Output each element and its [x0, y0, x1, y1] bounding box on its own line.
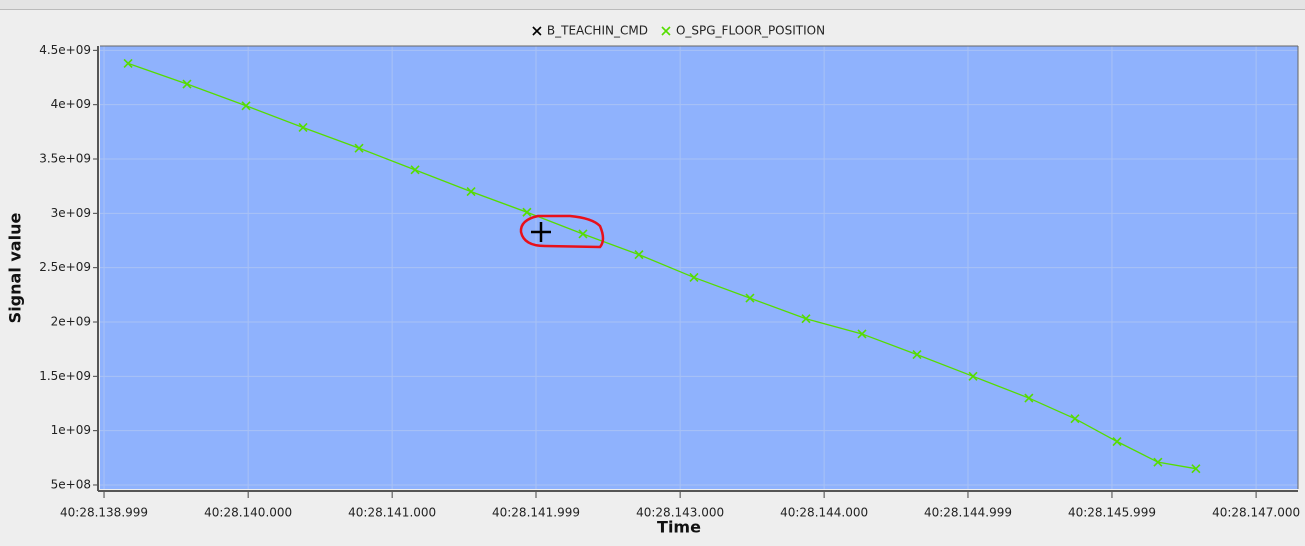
data-point: [182, 79, 192, 89]
data-point: [241, 101, 251, 111]
x-tick-label: 40:28.145.999: [1068, 506, 1156, 520]
y-tick-label: 5e+08: [51, 477, 91, 491]
legend-marker: [661, 26, 671, 36]
y-tick-label: 1.5e+09: [39, 369, 91, 383]
data-point: [410, 165, 420, 175]
data-point: [1070, 414, 1080, 424]
data-point: [634, 250, 644, 260]
y-tick-label: 2e+09: [51, 314, 91, 328]
x-tick-label: 40:28.140.000: [204, 506, 292, 520]
y-tick-label: 4.5e+09: [39, 43, 91, 57]
data-point: [912, 350, 922, 360]
data-point: [123, 58, 133, 68]
data-point: [1153, 457, 1163, 467]
y-axis-title: Signal value: [6, 213, 25, 324]
data-point: [298, 122, 308, 133]
y-tick-label: 2.5e+09: [39, 260, 91, 274]
data-point: [1024, 393, 1034, 403]
plot-area: 5e+08 1e+09 1.5e+09 2e+09 2.5e+09 3e+09 3.5e+0…: [39, 43, 1300, 520]
data-point: [578, 229, 588, 239]
data-point: [354, 143, 364, 153]
y-tick-label: 4e+09: [51, 97, 91, 111]
y-tick-label: 1e+09: [51, 423, 91, 437]
top-bar: [0, 0, 1305, 9]
legend: B_TEACHIN_CMD O_SPG_FLOOR_POSITION: [532, 24, 825, 38]
data-point: [522, 207, 532, 217]
x-axis-title: Time: [657, 518, 701, 537]
data-point: [1112, 436, 1122, 447]
data-point: [466, 187, 476, 197]
x-tick-label: 40:28.138.999: [60, 506, 148, 520]
x-tick-label: 40:28.147.000: [1212, 506, 1300, 520]
highlight-circle: [519, 214, 605, 249]
cursor: [531, 222, 551, 242]
data-point: [801, 314, 811, 324]
legend-marker: [532, 26, 542, 36]
y-tick-label: 3.5e+09: [39, 152, 91, 166]
data-point: [857, 329, 867, 339]
data-point: [745, 293, 755, 303]
x-tick-label: 40:28.144.000: [780, 506, 868, 520]
data-point: [689, 272, 699, 283]
x-tick-label: 40:28.141.000: [348, 506, 436, 520]
data-point: [1191, 464, 1201, 474]
x-tick-label: 40:28.143.000: [636, 506, 724, 520]
x-tick-label: 40:28.141.999: [492, 506, 580, 520]
data-point: [968, 371, 978, 381]
legend-label: O_SPG_FLOOR_POSITION: [676, 24, 825, 38]
legend-label: B_TEACHIN_CMD: [547, 24, 648, 38]
x-tick-label: 40:28.144.999: [924, 506, 1012, 520]
y-tick-label: 3e+09: [51, 206, 91, 220]
annotation: [519, 214, 605, 249]
